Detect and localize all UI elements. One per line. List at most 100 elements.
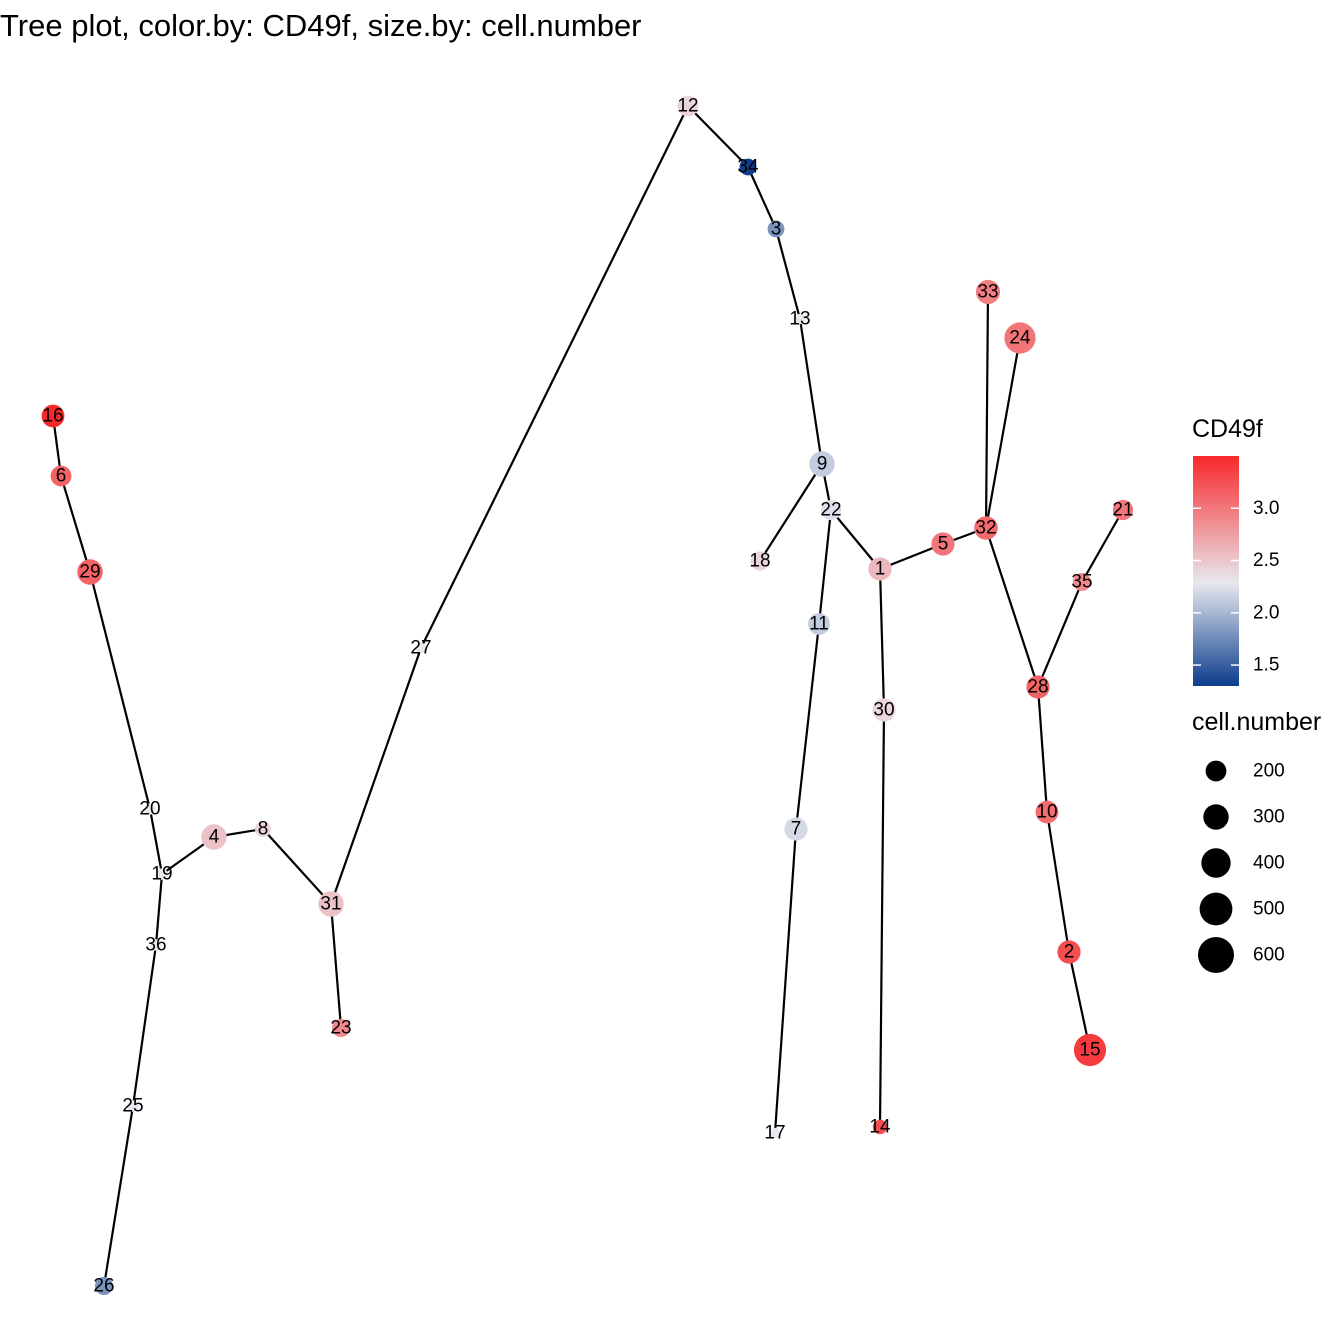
- node-marker-14: [872, 1119, 888, 1135]
- tree-node-11: 11: [808, 613, 830, 635]
- tree-node-2: 2: [1057, 940, 1081, 964]
- color-tick-label: 2.5: [1253, 550, 1279, 571]
- tree-node-1: 1: [868, 557, 892, 581]
- size-legend-dot: [1199, 892, 1233, 926]
- node-label-28: 28: [1027, 677, 1048, 698]
- node-label-30: 30: [873, 700, 894, 721]
- node-marker-19: [156, 868, 168, 880]
- node-marker-32: [974, 516, 998, 540]
- color-legend-title: CD49f: [1192, 415, 1263, 443]
- node-marker-17: [769, 1127, 781, 1139]
- tree-node-5: 5: [931, 532, 955, 556]
- size-legend-dot: [1205, 760, 1227, 782]
- node-label-13: 13: [789, 309, 810, 330]
- tree-node-16: 16: [41, 404, 65, 428]
- node-marker-13: [794, 313, 806, 325]
- tree-edge-27-12: [420, 105, 689, 649]
- node-label-7: 7: [791, 819, 802, 840]
- node-marker-7: [784, 817, 808, 841]
- tree-edge-2-15: [1067, 951, 1092, 1051]
- node-marker-9: [809, 451, 835, 477]
- size-legend-title: cell.number: [1192, 708, 1321, 736]
- node-label-36: 36: [145, 935, 166, 956]
- tree-edge-34-3: [746, 166, 778, 230]
- size-tick-label: 300: [1253, 807, 1285, 828]
- legend: CD49f 1.5 2.0 2.5 3.0 cell.number 200 300 400…: [1192, 415, 1321, 973]
- node-label-18: 18: [749, 551, 770, 572]
- tree-node-20: 20: [139, 799, 160, 820]
- tree-edge-35-21: [1081, 509, 1124, 583]
- node-label-19: 19: [151, 864, 172, 885]
- node-label-16: 16: [42, 406, 63, 427]
- node-label-10: 10: [1036, 802, 1057, 823]
- size-tick-label: 500: [1253, 899, 1285, 920]
- tree-node-19: 19: [151, 864, 172, 885]
- tree-node-25: 25: [122, 1096, 143, 1117]
- tree-edge-11-7: [794, 623, 821, 830]
- tree-edge-25-26: [102, 1105, 135, 1287]
- node-marker-35: [1073, 573, 1091, 591]
- tree-edge-32-28: [984, 527, 1040, 688]
- size-legend-dot: [1201, 848, 1231, 878]
- tree-node-6: 6: [50, 466, 72, 487]
- tree-node-32: 32: [974, 516, 998, 540]
- node-label-33: 33: [977, 282, 998, 303]
- tree-edge-19-36: [154, 873, 164, 946]
- node-label-3: 3: [771, 219, 782, 240]
- tree-node-34: 34: [737, 157, 759, 178]
- node-label-11: 11: [809, 614, 829, 635]
- node-label-4: 4: [209, 827, 220, 848]
- node-label-21: 21: [1112, 500, 1133, 521]
- tree-node-26: 26: [93, 1276, 114, 1297]
- tree-node-28: 28: [1026, 675, 1050, 699]
- tree-node-4: 4: [201, 824, 227, 850]
- color-tick-label: 3.0: [1253, 498, 1279, 519]
- node-marker-10: [1035, 800, 1059, 824]
- color-tick-label: 2.0: [1253, 602, 1279, 623]
- node-label-29: 29: [79, 562, 100, 583]
- node-marker-29: [77, 559, 103, 585]
- tree-node-13: 13: [789, 309, 810, 330]
- node-label-25: 25: [122, 1096, 143, 1117]
- plot-title: Tree plot, color.by: CD49f, size.by: cel…: [0, 8, 642, 43]
- nodes-layer: 1234567891011121314151617181920212223242…: [41, 96, 1134, 1297]
- node-marker-3: [767, 220, 785, 238]
- tree-edge-13-9: [798, 318, 824, 465]
- node-label-15: 15: [1079, 1040, 1100, 1061]
- size-legend-dot: [1198, 937, 1234, 973]
- tree-edge-9-18: [759, 463, 823, 562]
- tree-edge-22-1: [830, 509, 881, 570]
- tree-node-17: 17: [764, 1123, 785, 1144]
- tree-edge-7-17: [773, 828, 798, 1134]
- node-marker-16: [41, 404, 65, 428]
- node-marker-18: [750, 551, 770, 571]
- tree-edge-1-30: [878, 568, 886, 711]
- tree-node-24: 24: [1004, 322, 1036, 354]
- tree-edge-20-19: [148, 808, 164, 875]
- node-label-23: 23: [330, 1018, 351, 1039]
- node-marker-28: [1026, 675, 1050, 699]
- node-marker-24: [1004, 322, 1036, 354]
- node-marker-34: [739, 158, 757, 176]
- size-tick-label: 200: [1253, 761, 1285, 782]
- tree-node-18: 18: [749, 551, 770, 572]
- tree-node-31: 31: [318, 891, 344, 917]
- tree-edge-3-13: [774, 228, 802, 320]
- node-label-34: 34: [737, 157, 759, 178]
- tree-edge-10-2: [1045, 811, 1071, 953]
- size-legend-dot: [1203, 804, 1229, 830]
- tree-edge-29-20: [88, 571, 152, 810]
- tree-node-33: 33: [975, 279, 1001, 305]
- tree-edge-31-27: [329, 647, 423, 905]
- tree-node-35: 35: [1071, 572, 1092, 593]
- node-label-20: 20: [139, 799, 160, 820]
- node-label-22: 22: [820, 500, 841, 521]
- node-label-1: 1: [875, 559, 886, 580]
- size-tick-label: 400: [1253, 853, 1285, 874]
- color-legend-ticks: 1.5 2.0 2.5 3.0: [1193, 498, 1279, 676]
- tree-node-29: 29: [77, 559, 103, 585]
- tree-edge-36-25: [131, 944, 158, 1107]
- node-marker-2: [1057, 940, 1081, 964]
- tree-node-22: 22: [820, 500, 841, 521]
